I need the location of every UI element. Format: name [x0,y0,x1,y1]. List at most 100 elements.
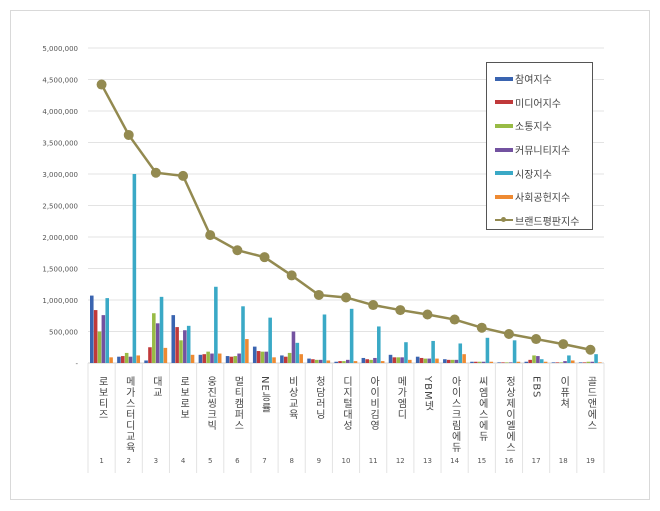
category-label: 메가스터디교육 [123,376,135,453]
bar-참여지수-16 [497,362,501,363]
bar-소통지수-7 [260,351,265,363]
bar-참여지수-5 [198,354,203,363]
bar-사회공헌지수-11 [380,361,385,363]
rank-label: 14 [450,457,459,465]
bar-커뮤니티지수-12 [400,357,404,363]
bar-미디어지수-17 [528,359,532,363]
category-label: YBM넷 [422,375,434,412]
bar-소통지수-6 [233,356,238,363]
bar-사회공헌지수-8 [299,354,303,363]
category-label: 아이비김영 [368,376,380,431]
bar-시장지수-12 [404,342,408,363]
line-point-8 [286,270,297,281]
bar-커뮤니티지수-14 [454,359,459,363]
bar-미디어지수-3 [148,347,152,363]
legend-item: 미디어지수 [495,91,592,115]
bar-참여지수-10 [334,361,338,363]
bar-미디어지수-16 [501,362,505,363]
bar-사회공헌지수-18 [570,360,575,363]
bar-미디어지수-8 [283,356,288,363]
bar-미디어지수-9 [311,359,315,363]
chart-frame [10,10,650,500]
bar-커뮤니티지수-4 [183,330,187,363]
rank-label: 3 [154,457,158,465]
bar-소통지수-19 [586,361,591,363]
bar-소통지수-9 [314,359,319,363]
bar-참여지수-12 [388,354,393,363]
y-tick-label: 1,000,000 [42,297,78,305]
bar-소통지수-13 [423,358,428,363]
legend-label: 브랜드평판지수 [515,216,580,228]
legend-label: 미디어지수 [515,98,561,110]
line-point-7 [259,252,270,263]
rank-label: 9 [317,457,321,465]
line-point-16 [503,329,514,340]
bar-미디어지수-12 [392,357,397,363]
bar-시장지수-11 [377,326,381,363]
bar-커뮤니티지수-3 [155,323,160,363]
bar-미디어지수-7 [256,351,261,363]
rank-label: 4 [181,457,186,465]
bar-소통지수-16 [505,362,509,363]
bar-시장지수-18 [567,355,571,363]
bar-시장지수-10 [349,308,354,363]
legend-item: 커뮤니티지수 [495,138,592,162]
bar-사회공헌지수-10 [353,361,358,363]
rank-label: 17 [532,457,541,465]
rank-label: 10 [342,457,351,465]
bar-소통지수-15 [477,361,482,363]
category-label: 대교 [150,376,162,398]
legend-swatch [495,76,513,81]
line-point-3 [150,167,161,178]
legend-item: 참여지수 [495,67,592,91]
bar-커뮤니티지수-6 [237,353,241,363]
bar-커뮤니티지수-16 [508,362,513,363]
rank-label: 16 [504,457,513,465]
bar-커뮤니티지수-11 [373,357,377,363]
bar-미디어지수-10 [338,361,342,363]
rank-label: 7 [262,457,266,465]
bar-참여지수-15 [470,361,474,363]
bar-사회공헌지수-4 [190,354,195,363]
bar-소통지수-2 [124,352,129,363]
line-point-12 [395,305,406,316]
bar-참여지수-7 [252,346,257,363]
line-point-11 [368,300,379,311]
bar-미디어지수-5 [202,354,207,363]
bar-사회공헌지수-9 [326,360,331,363]
rank-label: 6 [235,457,240,465]
bar-시장지수-2 [132,174,137,363]
bar-미디어지수-13 [419,357,424,363]
legend-swatch [495,123,513,128]
category-label: 비상교육 [286,376,298,420]
bar-소통지수-18 [559,362,563,363]
line-point-14 [449,314,460,325]
category-label: 멀티캠퍼스 [232,375,244,431]
bar-사회공헌지수-3 [163,347,168,363]
bar-참여지수-19 [578,362,583,363]
legend-swatch [495,194,513,199]
bar-참여지수-17 [524,361,529,363]
rank-label: 18 [559,457,568,465]
category-label: 메가엠디 [395,376,407,420]
bar-커뮤니티지수-1 [101,315,106,363]
bar-미디어지수-1 [93,310,98,363]
bar-참여지수-14 [443,359,447,363]
bar-커뮤니티지수-19 [590,361,594,363]
rank-label: 19 [586,457,595,465]
bar-커뮤니티지수-5 [210,353,214,363]
bar-소통지수-5 [206,351,210,363]
bar-커뮤니티지수-9 [318,359,323,363]
bar-참여지수-6 [225,356,230,363]
bar-시장지수-15 [485,337,490,363]
line-point-6 [232,245,243,256]
line-point-18 [558,339,569,350]
bar-커뮤니티지수-7 [264,351,269,363]
y-tick-label: 3,500,000 [42,140,78,148]
legend-swatch [495,171,513,176]
category-label: 씨엠에스에듀 [476,376,488,442]
bar-참여지수-18 [551,362,556,363]
bar-소통지수-11 [369,359,373,363]
bar-시장지수-9 [322,314,327,363]
